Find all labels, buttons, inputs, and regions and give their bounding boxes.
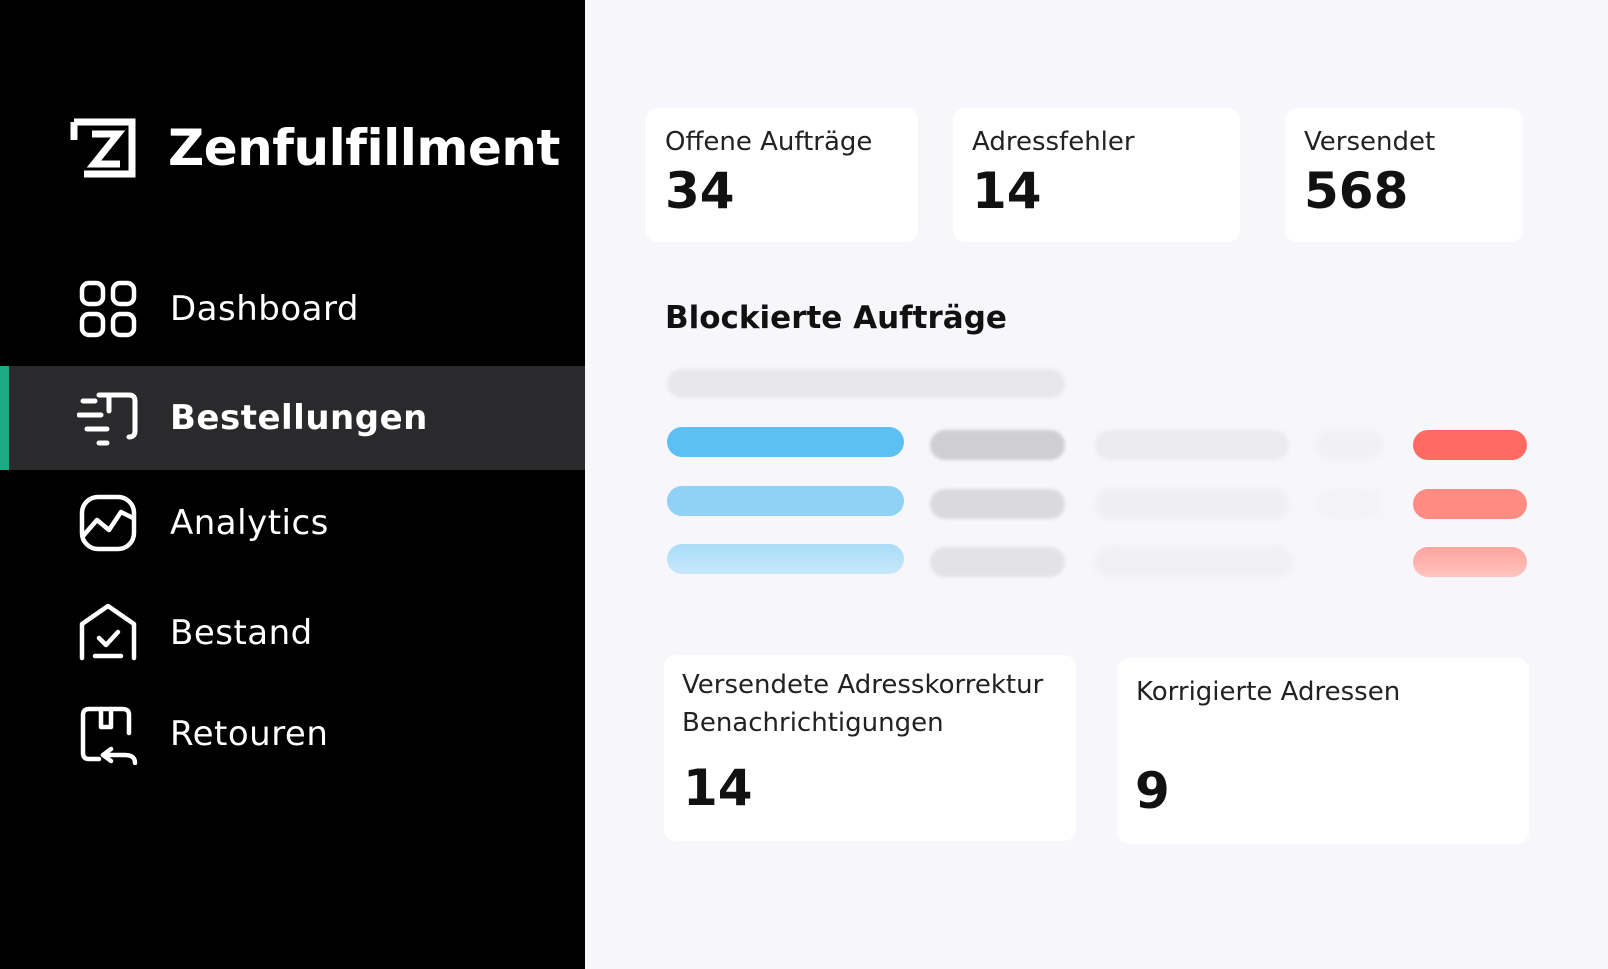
stat-value: 9 (1135, 762, 1170, 820)
sidebar-item-label: Retouren (170, 714, 329, 754)
brand-name: Zenfulfillment (168, 119, 560, 177)
sidebar-item-label: Analytics (170, 503, 329, 543)
orders-icon (76, 386, 140, 450)
status-badge-placeholder (1413, 430, 1527, 460)
sidebar-item-label: Bestand (170, 613, 313, 653)
row-cell-placeholder (667, 427, 904, 457)
analytics-chart-icon (76, 491, 140, 555)
stat-label: Korrigierte Adressen (1136, 677, 1401, 707)
stat-card-adressfehler[interactable]: Adressfehler 14 (953, 108, 1240, 242)
row-cell-placeholder (1095, 430, 1289, 460)
row-cell-placeholder (1095, 547, 1293, 577)
stat-value: 14 (972, 162, 1042, 220)
stat-label: Versendet (1304, 127, 1436, 157)
stat-label: Versendete Adresskorrektur (682, 670, 1044, 700)
sidebar-item-dashboard[interactable]: Dashboard (0, 257, 585, 361)
row-cell-placeholder (1095, 489, 1289, 519)
stat-label: Offene Aufträge (665, 127, 873, 157)
stat-label: Adressfehler (972, 127, 1135, 157)
sidebar-item-analytics[interactable]: Analytics (0, 471, 585, 575)
brand[interactable]: Zenfulfillment (70, 118, 560, 178)
stat-card-offene-auftraege[interactable]: Offene Aufträge 34 (646, 108, 918, 242)
row-cell-placeholder (667, 486, 904, 516)
sidebar-item-retouren[interactable]: Retouren (0, 682, 585, 786)
stat-label: Benachrichtigungen (682, 708, 944, 738)
sidebar-item-bestand[interactable]: Bestand (0, 581, 585, 685)
zenfulfillment-logo-icon (70, 118, 136, 178)
row-cell-placeholder (930, 547, 1065, 577)
sidebar: Zenfulfillment Dashboard Bestellungen (0, 0, 585, 969)
sidebar-item-bestellungen[interactable]: Bestellungen (0, 366, 585, 470)
status-badge-placeholder (1413, 547, 1527, 577)
returns-icon (76, 702, 140, 766)
sidebar-item-label: Dashboard (170, 289, 359, 329)
row-cell-placeholder (667, 544, 904, 574)
stat-card-versendete-adresskorrektur[interactable]: Versendete Adresskorrektur Benachrichtig… (664, 655, 1076, 841)
stat-card-korrigierte-adressen[interactable]: Korrigierte Adressen 9 (1117, 658, 1529, 844)
inventory-house-icon (76, 601, 140, 665)
stat-value: 14 (683, 759, 753, 817)
stat-card-versendet[interactable]: Versendet 568 (1285, 108, 1523, 242)
row-cell-placeholder (930, 489, 1065, 519)
row-cell-placeholder (1315, 489, 1383, 519)
sidebar-item-label: Bestellungen (170, 398, 428, 438)
stat-value: 34 (665, 162, 735, 220)
dashboard-grid-icon (76, 277, 140, 341)
stat-value: 568 (1304, 162, 1409, 220)
row-cell-placeholder (1315, 430, 1383, 460)
row-cell-placeholder (930, 430, 1065, 460)
status-badge-placeholder (1413, 489, 1527, 519)
section-title-blockierte-auftraege: Blockierte Aufträge (665, 300, 1007, 336)
table-header-placeholder (667, 369, 1065, 398)
